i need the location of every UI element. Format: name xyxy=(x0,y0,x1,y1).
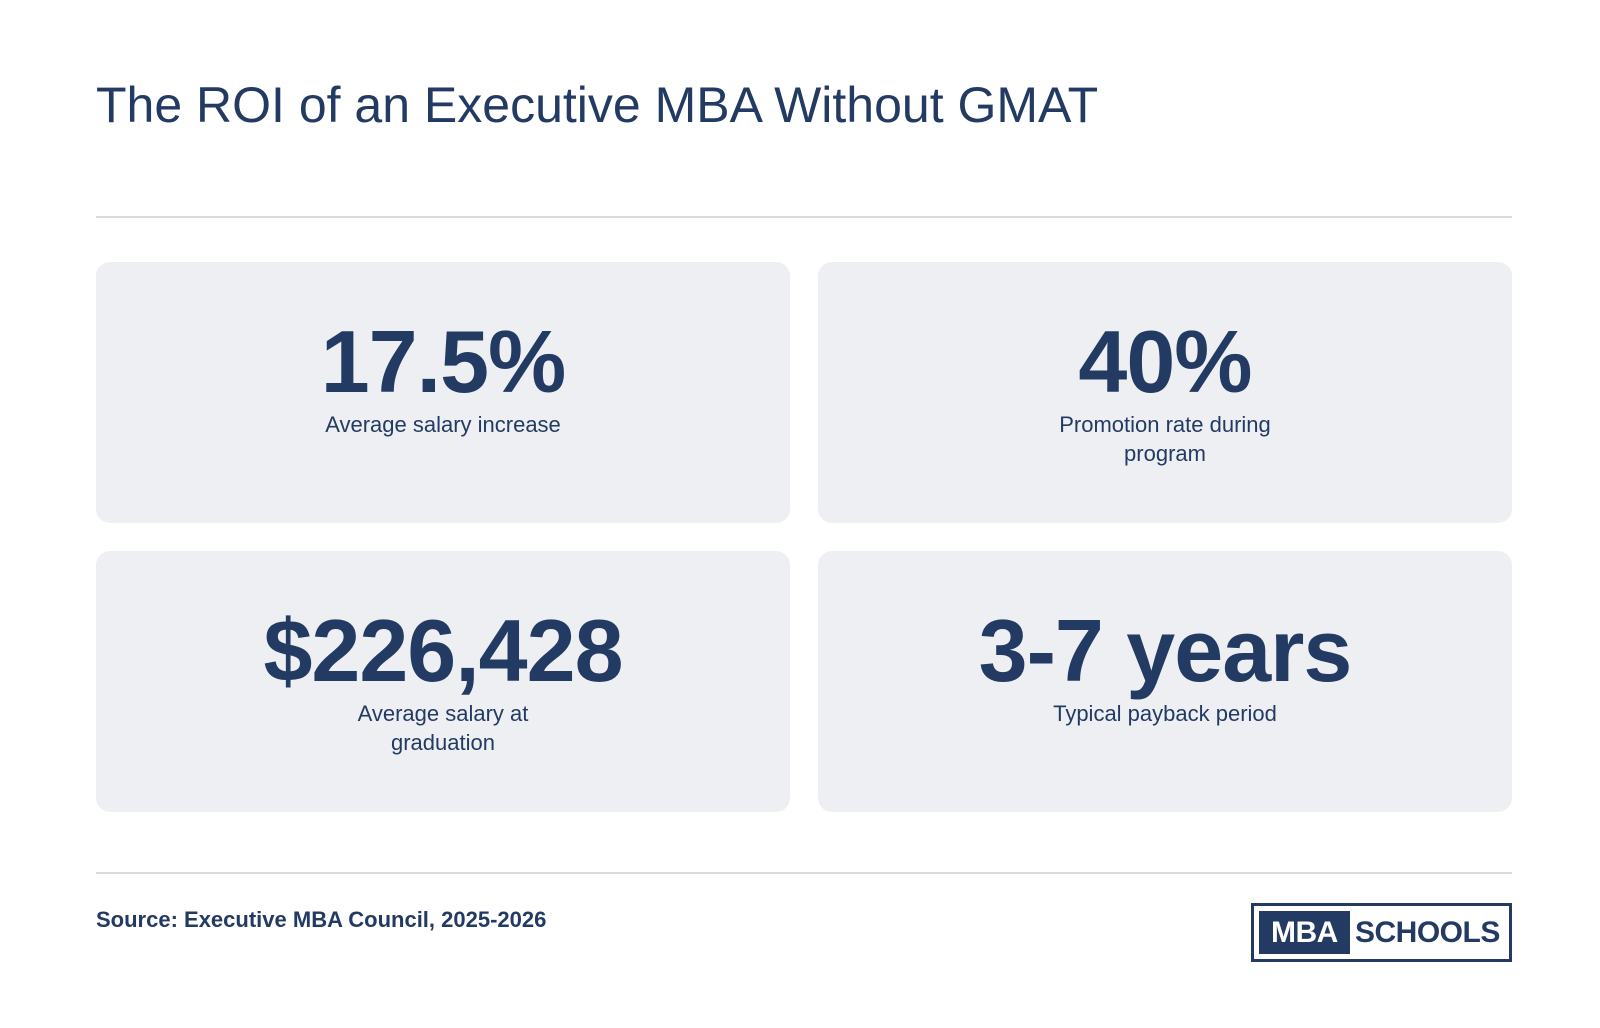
stats-grid: 17.5% Average salary increase 40% Promot… xyxy=(96,262,1512,812)
logo-boxed-text: MBA xyxy=(1259,911,1350,954)
stat-value: 17.5% xyxy=(320,312,567,411)
mba-schools-logo: MBA SCHOOLS xyxy=(1251,903,1512,962)
stat-card-promotion-rate: 40% Promotion rate during program xyxy=(818,262,1512,523)
logo-text: SCHOOLS xyxy=(1354,915,1500,949)
stat-label: Average salary increase xyxy=(325,412,561,437)
stat-label: Average salary at graduation xyxy=(357,701,529,755)
source-citation: Source: Executive MBA Council, 2025-2026 xyxy=(96,907,547,932)
top-divider xyxy=(96,216,1512,218)
stat-card-salary-increase: 17.5% Average salary increase xyxy=(96,262,790,523)
bottom-divider xyxy=(96,872,1512,874)
stat-label: Promotion rate during program xyxy=(1059,412,1271,466)
stat-value: 40% xyxy=(1078,312,1252,411)
stat-card-salary-at-graduation: $226,428 Average salary at graduation xyxy=(96,551,790,812)
page-title: The ROI of an Executive MBA Without GMAT xyxy=(96,77,1099,133)
stat-value: $226,428 xyxy=(263,601,623,700)
stat-value: 3-7 years xyxy=(978,601,1353,700)
stat-card-payback-period: 3-7 years Typical payback period xyxy=(818,551,1512,812)
stat-label: Typical payback period xyxy=(1053,701,1277,726)
